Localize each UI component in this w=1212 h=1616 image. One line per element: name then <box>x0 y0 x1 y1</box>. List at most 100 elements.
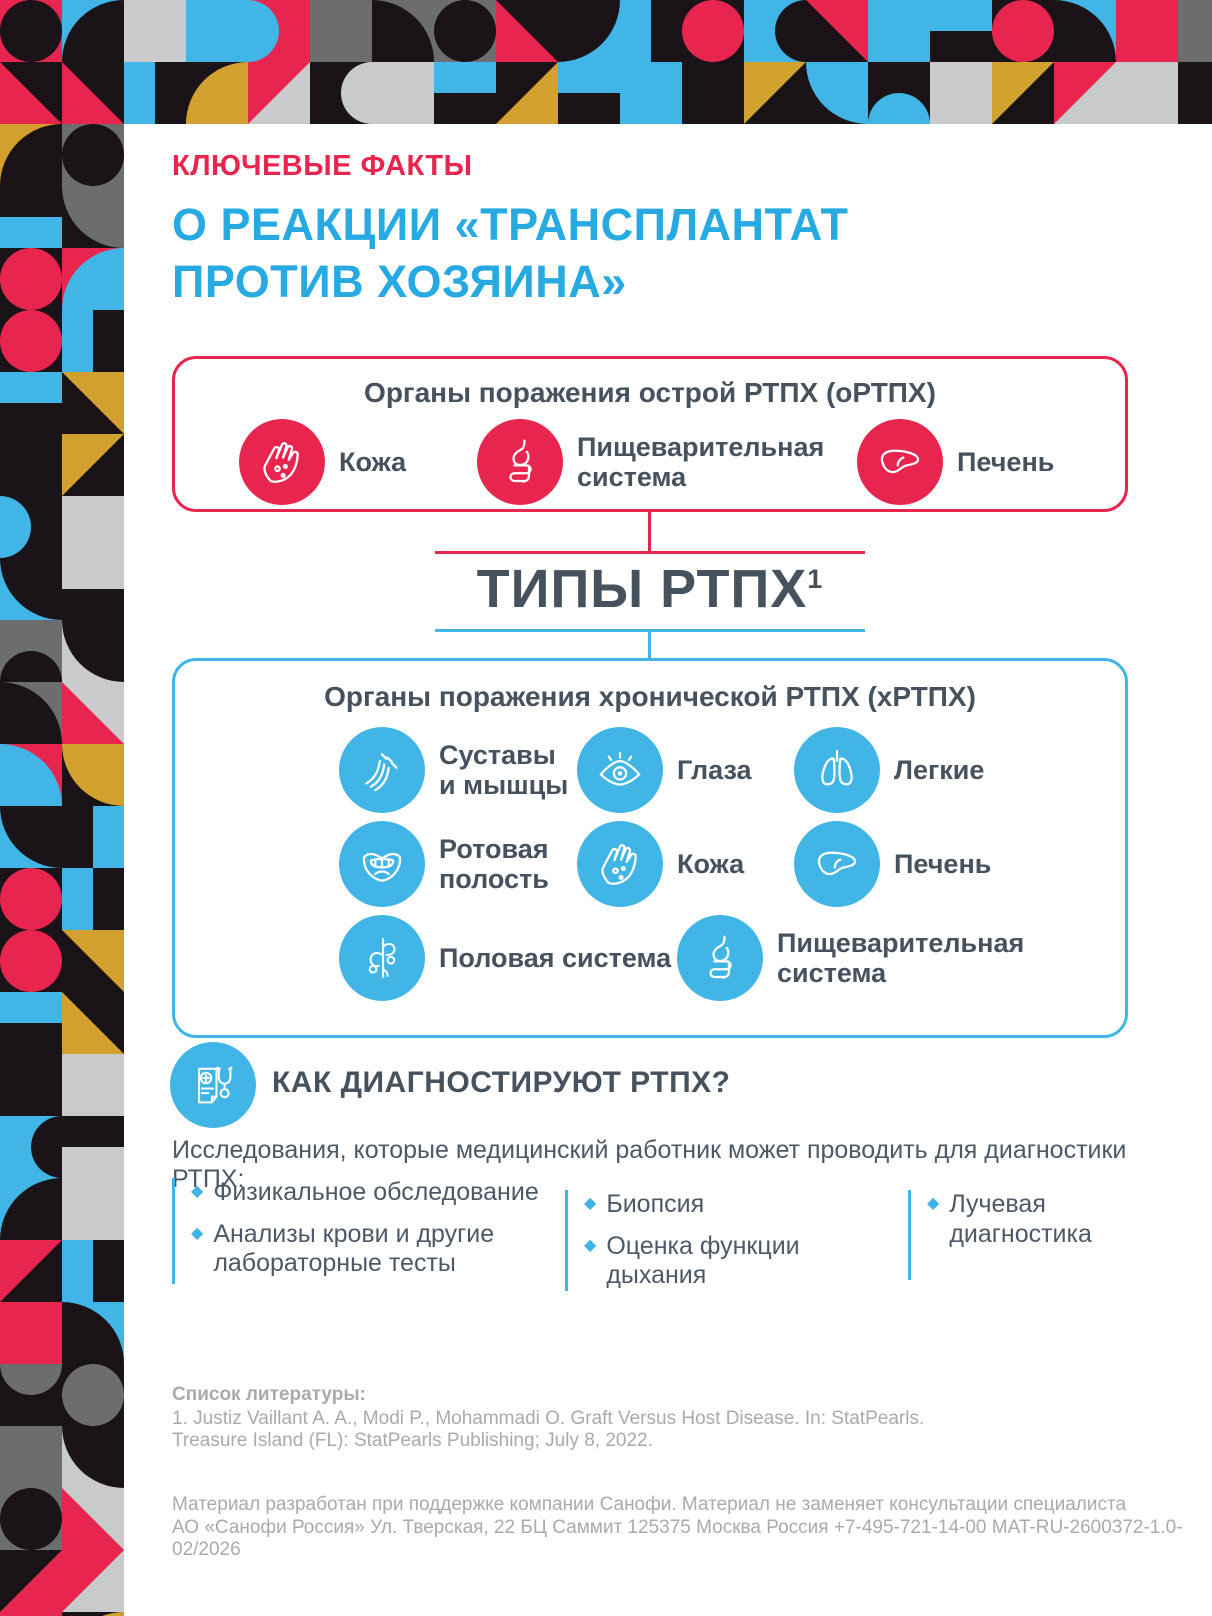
skin-icon <box>239 419 325 505</box>
skin-icon <box>577 821 663 907</box>
pattern-tile <box>62 1116 124 1178</box>
connector-red-horizontal <box>435 551 865 554</box>
pattern-tile <box>620 0 682 62</box>
organ-item-liver: Печень <box>857 419 1054 505</box>
diagnosis-column-1: ◆ Физикальное обследование ◆ Анализы кро… <box>172 1178 560 1284</box>
liver-icon <box>794 821 880 907</box>
pattern-tile <box>434 62 496 124</box>
pattern-tile <box>0 1178 62 1240</box>
chronic-organ-row: Суставы и мышцы Глаза <box>175 727 1125 813</box>
decorative-pattern-left <box>0 124 124 1616</box>
diagnosis-intro: Исследования, которые медицинский работн… <box>172 1136 1127 1193</box>
pattern-tile <box>62 1054 124 1116</box>
pattern-tile <box>0 1302 62 1364</box>
connector-red-vertical <box>648 512 651 553</box>
organ-label: Половая система <box>439 942 672 973</box>
pattern-tile <box>62 868 124 930</box>
pattern-tile <box>62 620 124 682</box>
organ-label: Кожа <box>339 446 407 477</box>
digestive-icon <box>677 915 763 1001</box>
pattern-tile <box>62 1240 124 1302</box>
pattern-tile <box>0 1612 62 1616</box>
pattern-tile <box>0 806 62 868</box>
pattern-tile <box>62 1488 124 1550</box>
pattern-tile <box>62 1426 124 1488</box>
pattern-tile <box>0 620 62 682</box>
pattern-tile <box>806 0 868 62</box>
lungs-icon <box>794 727 880 813</box>
pattern-tile <box>0 1550 62 1612</box>
bullet-label: Биопсия <box>606 1190 705 1218</box>
references-label: Список литературы: <box>172 1384 366 1405</box>
pattern-tile <box>434 0 496 62</box>
organ-label: Печень <box>957 446 1055 477</box>
pattern-tile <box>806 62 868 124</box>
organ-item-mouth: Ротовая полость <box>339 821 577 907</box>
page-title: О РЕАКЦИИ «ТРАНСПЛАНТАТ ПРОТИВ ХОЗЯИНА» <box>172 199 849 307</box>
pattern-tile <box>372 62 434 124</box>
pattern-tile <box>62 992 124 1054</box>
organ-item-digestive: Пищеварительная система <box>477 419 857 505</box>
pattern-tile <box>310 0 372 62</box>
diamond-bullet-icon: ◆ <box>191 1224 204 1242</box>
bullet-item: ◆ Биопсия <box>584 1190 903 1220</box>
pattern-tile <box>62 744 124 806</box>
organ-label: Ротовая полость <box>439 833 549 894</box>
bullet-label: Лучевая диагностика <box>949 1190 1092 1248</box>
organ-label: Суставы и мышцы <box>439 739 569 800</box>
pattern-tile <box>496 62 558 124</box>
pattern-tile <box>62 372 124 434</box>
digestive-icon <box>477 419 563 505</box>
joints-icon <box>339 727 425 813</box>
connector-blue-vertical <box>648 630 651 659</box>
pattern-tile <box>930 0 992 62</box>
pattern-tile <box>0 992 62 1054</box>
pattern-tile <box>62 186 124 248</box>
pattern-tile <box>124 0 186 62</box>
pattern-tile <box>0 124 62 186</box>
pattern-tile <box>186 0 248 62</box>
organ-item-lungs: Легкие <box>794 727 984 813</box>
disclaimer-line-1: Материал разработан при поддержке компан… <box>172 1494 1127 1515</box>
pattern-tile <box>0 1240 62 1302</box>
eye-icon <box>577 727 663 813</box>
pattern-tile <box>62 62 124 124</box>
pattern-tile <box>620 62 682 124</box>
diagnosis-column-3: ◆ Лучевая диагностика <box>908 1190 1128 1280</box>
pattern-tile <box>1116 0 1178 62</box>
kicker: КЛЮЧЕВЫЕ ФАКТЫ <box>172 150 473 182</box>
pattern-tile <box>62 310 124 372</box>
pattern-tile <box>62 806 124 868</box>
pattern-tile <box>1054 62 1116 124</box>
pattern-tile <box>744 62 806 124</box>
reference-line-1: 1. Justiz Vaillant A. A., Modi P., Moham… <box>172 1408 925 1429</box>
pattern-tile <box>930 62 992 124</box>
pattern-tile <box>0 62 62 124</box>
organ-label: Глаза <box>677 754 752 785</box>
diamond-bullet-icon: ◆ <box>191 1183 204 1200</box>
disclaimer-line-2: АО «Санофи Россия» Ул. Тверская, 22 БЦ С… <box>172 1517 1183 1560</box>
pattern-tile <box>0 1426 62 1488</box>
acute-box-title: Органы поражения острой РТПХ (оРТПХ) <box>364 377 936 408</box>
pattern-tile <box>372 0 434 62</box>
pattern-tile <box>682 0 744 62</box>
pattern-tile <box>0 434 62 496</box>
organ-item-liver: Печень <box>794 821 991 907</box>
pattern-tile <box>62 682 124 744</box>
organ-label: Печень <box>894 848 992 879</box>
pattern-tile <box>682 62 744 124</box>
organ-label: Пищеварительная система <box>577 431 825 492</box>
bullet-item: ◆ Оценка функции дыхания <box>584 1232 903 1291</box>
pattern-tile <box>0 186 62 248</box>
organ-item-reproductive: Половая система <box>339 915 677 1001</box>
bullet-label: Физикальное обследование <box>213 1178 539 1206</box>
pattern-tile <box>62 248 124 310</box>
pattern-tile <box>62 1364 124 1426</box>
diamond-bullet-icon: ◆ <box>584 1236 597 1254</box>
pattern-tile <box>62 496 124 558</box>
bullet-label: Оценка функции дыхания <box>606 1231 800 1290</box>
pattern-tile <box>62 1550 124 1612</box>
pattern-tile <box>0 1054 62 1116</box>
pattern-tile <box>496 0 558 62</box>
organ-label: Пищеварительная система <box>777 927 1025 988</box>
